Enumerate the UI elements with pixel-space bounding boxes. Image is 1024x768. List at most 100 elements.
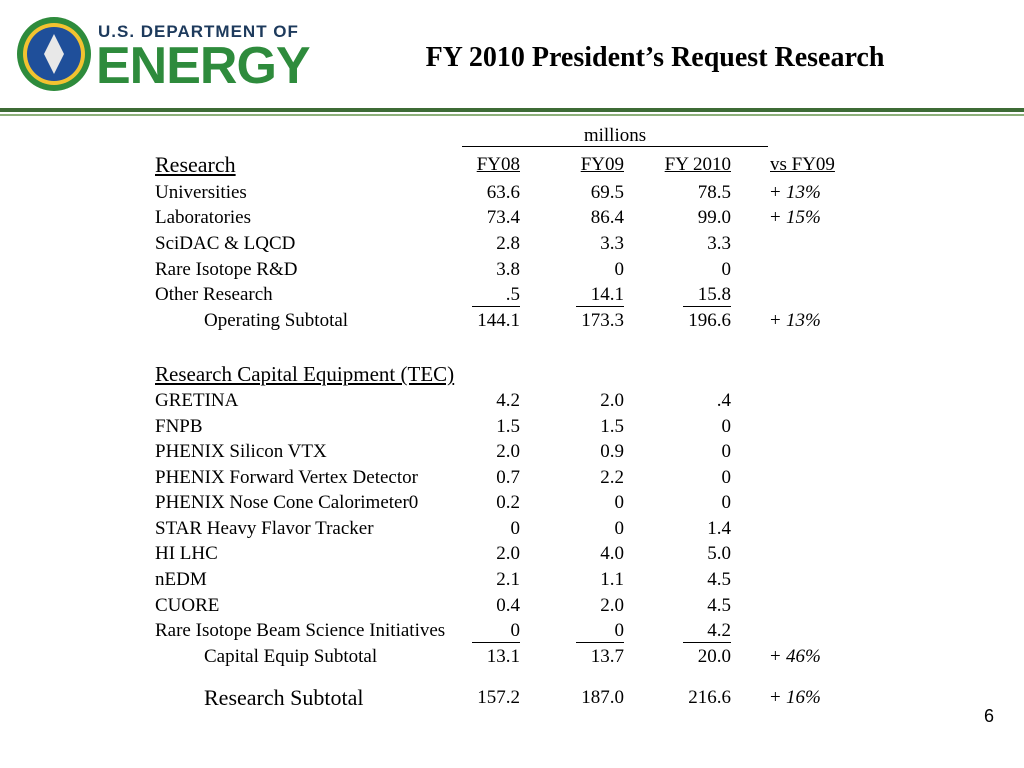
rule xyxy=(576,642,624,643)
cell-value: 0 xyxy=(614,492,625,513)
cell-value: 1.1 xyxy=(600,569,624,590)
cell-value: 0 xyxy=(721,492,732,513)
change-sign: + xyxy=(770,646,781,667)
row-label: PHENIX Forward Vertex Detector xyxy=(155,467,418,488)
logo-text: U.S. DEPARTMENT OF xyxy=(98,22,299,41)
change-sign: + xyxy=(770,182,781,203)
change-sign: + xyxy=(770,310,781,331)
cell-value: 144.1 xyxy=(477,310,520,331)
cell-value: 0.7 xyxy=(496,467,520,488)
cell-value: 69.5 xyxy=(590,182,624,203)
cell-value: 157.2 xyxy=(477,687,520,708)
column-header: FY 2010 xyxy=(664,154,731,175)
column-header: FY08 xyxy=(476,154,520,175)
cell-value: 0.2 xyxy=(496,492,520,513)
cell-value: 3.3 xyxy=(707,233,731,254)
logo-wordmark: ENERGY xyxy=(96,37,311,95)
cell-value: 2.2 xyxy=(600,467,624,488)
cell-value: 1.5 xyxy=(600,416,624,437)
cell-value: 0 xyxy=(510,518,521,539)
total-label: Research Subtotal xyxy=(204,685,364,710)
rule xyxy=(576,306,624,307)
row-label: Laboratories xyxy=(155,207,252,228)
seal-eagle xyxy=(44,34,64,74)
cell-value: 216.6 xyxy=(688,687,731,708)
row-label: PHENIX Nose Cone Calorimeter0 xyxy=(155,492,419,513)
cell-value: .4 xyxy=(716,390,731,411)
rule xyxy=(462,146,768,147)
change-value: 16% xyxy=(786,687,821,708)
cell-value: 3.3 xyxy=(600,233,624,254)
cell-value: 0 xyxy=(721,467,732,488)
row-label: SciDAC & LQCD xyxy=(155,233,296,254)
change-sign: + xyxy=(770,207,781,228)
cell-value: 5.0 xyxy=(707,543,731,564)
cell-value: 0 xyxy=(510,620,521,641)
cell-value: 0 xyxy=(721,259,732,280)
subtotal-label: Capital Equip Subtotal xyxy=(204,646,378,667)
cell-value: 1.5 xyxy=(496,416,520,437)
cell-value: 73.4 xyxy=(486,207,520,228)
rule xyxy=(472,306,520,307)
cell-value: 0.9 xyxy=(600,441,624,462)
cell-value: 2.0 xyxy=(600,595,624,616)
cell-value: 3.8 xyxy=(496,259,520,280)
row-label: CUORE xyxy=(155,595,220,616)
row-label: Rare Isotope Beam Science Initiatives xyxy=(155,620,446,641)
cell-value: 4.2 xyxy=(496,390,520,411)
row-label: nEDM xyxy=(155,569,207,590)
rule xyxy=(683,642,731,643)
row-label: HI LHC xyxy=(155,543,218,564)
change-sign: + xyxy=(770,687,781,708)
row-label: Other Research xyxy=(155,284,273,305)
cell-value: 0.4 xyxy=(496,595,520,616)
cell-value: 0 xyxy=(614,620,625,641)
cell-value: 14.1 xyxy=(590,284,624,305)
cell-value: 4.5 xyxy=(707,569,731,590)
slide-title: FY 2010 President’s Request Research xyxy=(425,42,885,73)
row-label: FNPB xyxy=(155,416,203,437)
header-rule-light xyxy=(0,114,1024,116)
section-heading: Research Capital Equipment (TEC) xyxy=(155,362,455,386)
cell-value: 187.0 xyxy=(581,687,624,708)
cell-value: 13.7 xyxy=(590,646,624,667)
rule xyxy=(472,642,520,643)
column-header: vs FY09 xyxy=(770,154,835,175)
change-value: 15% xyxy=(786,207,821,228)
cell-value: 13.1 xyxy=(486,646,520,667)
cell-value: 173.3 xyxy=(581,310,624,331)
cell-value: .5 xyxy=(505,284,520,305)
row-label: Universities xyxy=(155,182,247,203)
cell-value: 15.8 xyxy=(697,284,731,305)
cell-value: 2.0 xyxy=(496,543,520,564)
row-label: GRETINA xyxy=(155,390,239,411)
rule xyxy=(683,306,731,307)
change-value: 46% xyxy=(786,646,821,667)
cell-value: 0 xyxy=(721,416,732,437)
cell-value: 86.4 xyxy=(590,207,624,228)
change-value: 13% xyxy=(786,310,821,331)
cell-value: 63.6 xyxy=(486,182,520,203)
cell-value: 2.1 xyxy=(496,569,520,590)
column-header: FY09 xyxy=(580,154,624,175)
cell-value: 99.0 xyxy=(697,207,731,228)
header-rule xyxy=(0,108,1024,112)
cell-value: 4.2 xyxy=(707,620,731,641)
row-label: Rare Isotope R&D xyxy=(155,259,298,280)
page-number: 6 xyxy=(984,706,995,726)
cell-value: 1.4 xyxy=(707,518,731,539)
cell-value: 0 xyxy=(721,441,732,462)
cell-value: 4.5 xyxy=(707,595,731,616)
cell-value: 0 xyxy=(614,259,625,280)
cell-value: 2.0 xyxy=(600,390,624,411)
cell-value: 2.0 xyxy=(496,441,520,462)
row-label: PHENIX Silicon VTX xyxy=(155,441,327,462)
row-label: STAR Heavy Flavor Tracker xyxy=(155,518,374,539)
subtotal-label: Operating Subtotal xyxy=(204,310,349,331)
change-value: 13% xyxy=(786,182,821,203)
cell-value: 2.8 xyxy=(496,233,520,254)
cell-value: 196.6 xyxy=(688,310,731,331)
header-graphics xyxy=(0,17,1024,116)
cell-value: 0 xyxy=(614,518,625,539)
